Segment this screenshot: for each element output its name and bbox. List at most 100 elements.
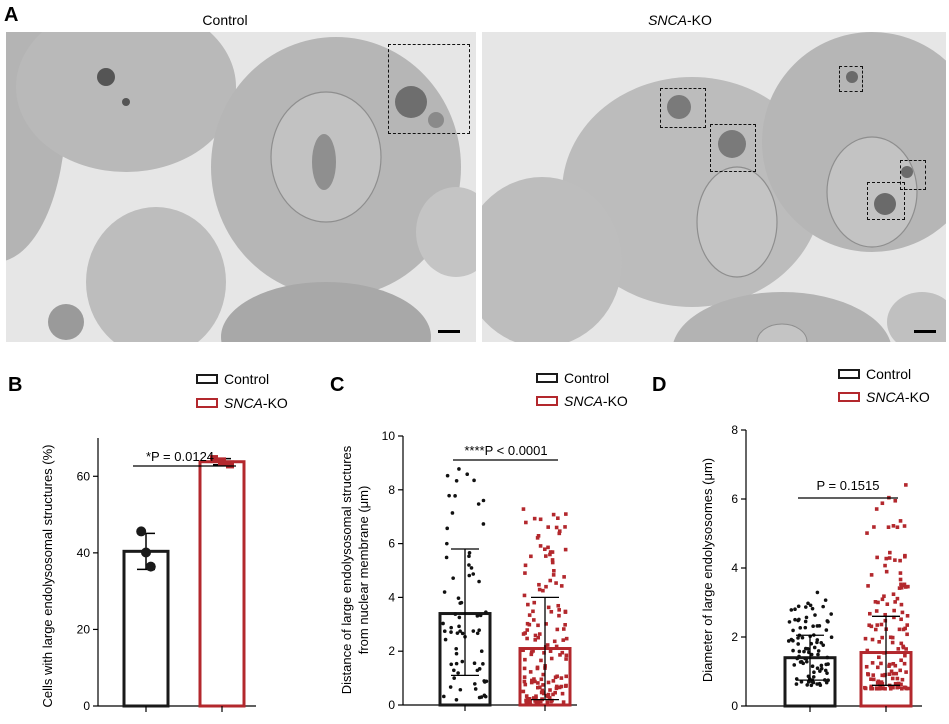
data-point bbox=[883, 563, 887, 568]
data-point bbox=[891, 671, 896, 676]
y-tick-label: 4 bbox=[388, 590, 395, 604]
data-point bbox=[544, 622, 548, 626]
data-point bbox=[888, 635, 893, 640]
data-point bbox=[903, 554, 907, 559]
data-point bbox=[559, 584, 564, 588]
data-point bbox=[457, 624, 461, 629]
data-point bbox=[542, 651, 546, 655]
data-point bbox=[473, 682, 477, 686]
data-point bbox=[793, 607, 797, 612]
data-point bbox=[899, 602, 904, 607]
legend-ko-swatch bbox=[838, 392, 860, 402]
data-point bbox=[525, 628, 530, 632]
data-point bbox=[528, 670, 533, 674]
data-point bbox=[811, 624, 815, 629]
data-point bbox=[882, 594, 886, 599]
data-point bbox=[559, 684, 564, 689]
data-point bbox=[902, 524, 907, 528]
data-point bbox=[564, 674, 569, 679]
data-point bbox=[554, 525, 559, 530]
data-point bbox=[536, 681, 540, 685]
data-point bbox=[800, 635, 805, 640]
data-point bbox=[897, 586, 902, 590]
data-point bbox=[821, 604, 825, 609]
data-point bbox=[538, 544, 543, 548]
data-point bbox=[538, 517, 543, 522]
data-point bbox=[532, 677, 536, 681]
micrograph-title-ko-gene: SNCA bbox=[648, 12, 687, 28]
data-point bbox=[442, 590, 447, 594]
micrograph-title-ko-suffix: -KO bbox=[687, 12, 712, 28]
data-point bbox=[877, 640, 881, 644]
data-point bbox=[866, 672, 870, 676]
data-point bbox=[548, 578, 553, 583]
data-point bbox=[866, 584, 870, 588]
data-point bbox=[865, 648, 870, 653]
data-point bbox=[458, 687, 463, 692]
data-point bbox=[560, 691, 565, 696]
y-axis-label: Cells with large endolysosomal structure… bbox=[40, 445, 55, 708]
legend-control-swatch bbox=[838, 369, 860, 379]
data-point bbox=[869, 677, 873, 681]
data-point bbox=[539, 677, 544, 682]
data-point bbox=[521, 632, 526, 636]
data-point bbox=[796, 642, 800, 646]
data-point bbox=[532, 618, 536, 622]
data-point bbox=[823, 678, 827, 682]
data-point bbox=[522, 675, 527, 679]
data-point bbox=[562, 575, 566, 579]
data-point bbox=[453, 494, 457, 498]
data-point bbox=[812, 645, 817, 650]
data-point bbox=[545, 643, 550, 647]
data-point bbox=[141, 547, 151, 558]
data-point bbox=[793, 617, 797, 622]
data-point bbox=[803, 605, 808, 609]
data-point bbox=[815, 638, 820, 642]
data-point bbox=[448, 685, 453, 689]
data-point bbox=[899, 585, 904, 590]
data-point bbox=[522, 666, 527, 671]
legend-ko: SNCA-KO bbox=[536, 393, 628, 409]
roi-box bbox=[388, 44, 470, 134]
legend-ko-suffix: -KO bbox=[602, 393, 628, 409]
data-point bbox=[557, 608, 561, 612]
data-point bbox=[898, 577, 903, 582]
data-point bbox=[467, 551, 472, 555]
data-point bbox=[893, 498, 898, 503]
y-axis-label: Distance of large endolysosomal structur… bbox=[339, 445, 354, 694]
data-point bbox=[523, 571, 527, 575]
data-point bbox=[890, 640, 895, 645]
data-point bbox=[533, 633, 538, 638]
data-point bbox=[525, 636, 529, 641]
data-point bbox=[892, 615, 896, 620]
data-point bbox=[524, 520, 528, 525]
data-point bbox=[551, 512, 556, 517]
data-point bbox=[523, 563, 528, 568]
data-point bbox=[537, 587, 542, 592]
legend-ko-suffix: -KO bbox=[904, 389, 930, 405]
data-point bbox=[539, 658, 543, 663]
data-point bbox=[477, 628, 481, 632]
data-point bbox=[825, 619, 830, 623]
chart-d: 0 2 4 6 8 P = 0.1515 Diameter of large endolys… bbox=[700, 423, 922, 713]
data-point bbox=[522, 593, 527, 598]
data-point bbox=[475, 614, 480, 618]
data-point bbox=[555, 627, 560, 632]
data-point bbox=[551, 679, 556, 683]
data-point bbox=[824, 662, 828, 667]
data-point bbox=[532, 600, 537, 605]
data-point bbox=[521, 648, 525, 653]
data-point bbox=[872, 525, 876, 529]
micrograph-ko-image bbox=[482, 32, 946, 342]
data-point bbox=[226, 460, 234, 469]
data-point bbox=[457, 467, 461, 471]
data-point bbox=[901, 627, 906, 632]
data-point bbox=[900, 610, 905, 615]
data-point bbox=[454, 651, 459, 656]
roi-box bbox=[900, 160, 926, 190]
data-point bbox=[826, 678, 830, 683]
y-tick-label: 40 bbox=[77, 546, 91, 560]
data-point bbox=[539, 690, 544, 695]
data-point bbox=[864, 664, 869, 669]
data-point bbox=[891, 592, 896, 597]
